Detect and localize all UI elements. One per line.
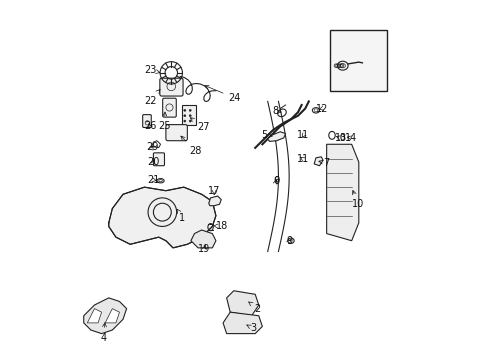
Bar [182, 105, 196, 125]
Polygon shape [208, 196, 221, 206]
Polygon shape [267, 132, 285, 141]
Polygon shape [226, 291, 258, 316]
FancyBboxPatch shape [153, 153, 164, 166]
Circle shape [189, 120, 191, 122]
Text: 27: 27 [190, 118, 209, 132]
Text: 21: 21 [147, 175, 160, 185]
Text: 1: 1 [177, 209, 185, 222]
Text: 24: 24 [204, 85, 240, 103]
Text: 9: 9 [286, 236, 292, 246]
Circle shape [183, 109, 185, 111]
Polygon shape [87, 309, 102, 323]
Text: 2: 2 [248, 302, 260, 314]
Text: 8: 8 [271, 107, 281, 116]
Text: 16: 16 [348, 70, 363, 81]
Text: 25: 25 [158, 112, 170, 131]
Text: 5: 5 [261, 130, 272, 140]
Circle shape [183, 120, 185, 122]
Text: 14: 14 [345, 133, 357, 143]
Polygon shape [313, 157, 323, 166]
Polygon shape [190, 230, 216, 248]
Text: 15: 15 [359, 32, 374, 42]
Text: 17: 17 [207, 186, 220, 197]
FancyBboxPatch shape [165, 125, 187, 141]
Text: 22: 22 [143, 90, 160, 106]
Text: 7: 7 [318, 158, 328, 168]
Text: 12: 12 [315, 104, 327, 113]
Polygon shape [108, 187, 216, 248]
Text: 11: 11 [297, 154, 309, 164]
Polygon shape [105, 309, 119, 323]
Text: 23: 23 [143, 65, 160, 75]
Text: 18: 18 [213, 221, 228, 231]
FancyBboxPatch shape [142, 114, 151, 127]
Circle shape [183, 114, 185, 117]
Bar [329, 30, 386, 91]
Text: 13: 13 [334, 133, 346, 143]
Polygon shape [223, 312, 262, 334]
Text: 10: 10 [351, 190, 363, 209]
Text: 19: 19 [198, 244, 210, 253]
Text: 20: 20 [147, 157, 160, 167]
FancyBboxPatch shape [160, 78, 183, 96]
Text: 11: 11 [297, 130, 309, 140]
Text: 29: 29 [146, 142, 158, 152]
Circle shape [189, 114, 191, 117]
FancyBboxPatch shape [163, 98, 176, 117]
Circle shape [189, 109, 191, 111]
Text: 28: 28 [181, 136, 201, 156]
Polygon shape [326, 144, 358, 241]
Text: 26: 26 [143, 121, 156, 131]
Text: 4: 4 [100, 323, 106, 343]
Text: 3: 3 [246, 323, 255, 333]
Polygon shape [83, 298, 126, 334]
Text: 6: 6 [272, 176, 279, 186]
